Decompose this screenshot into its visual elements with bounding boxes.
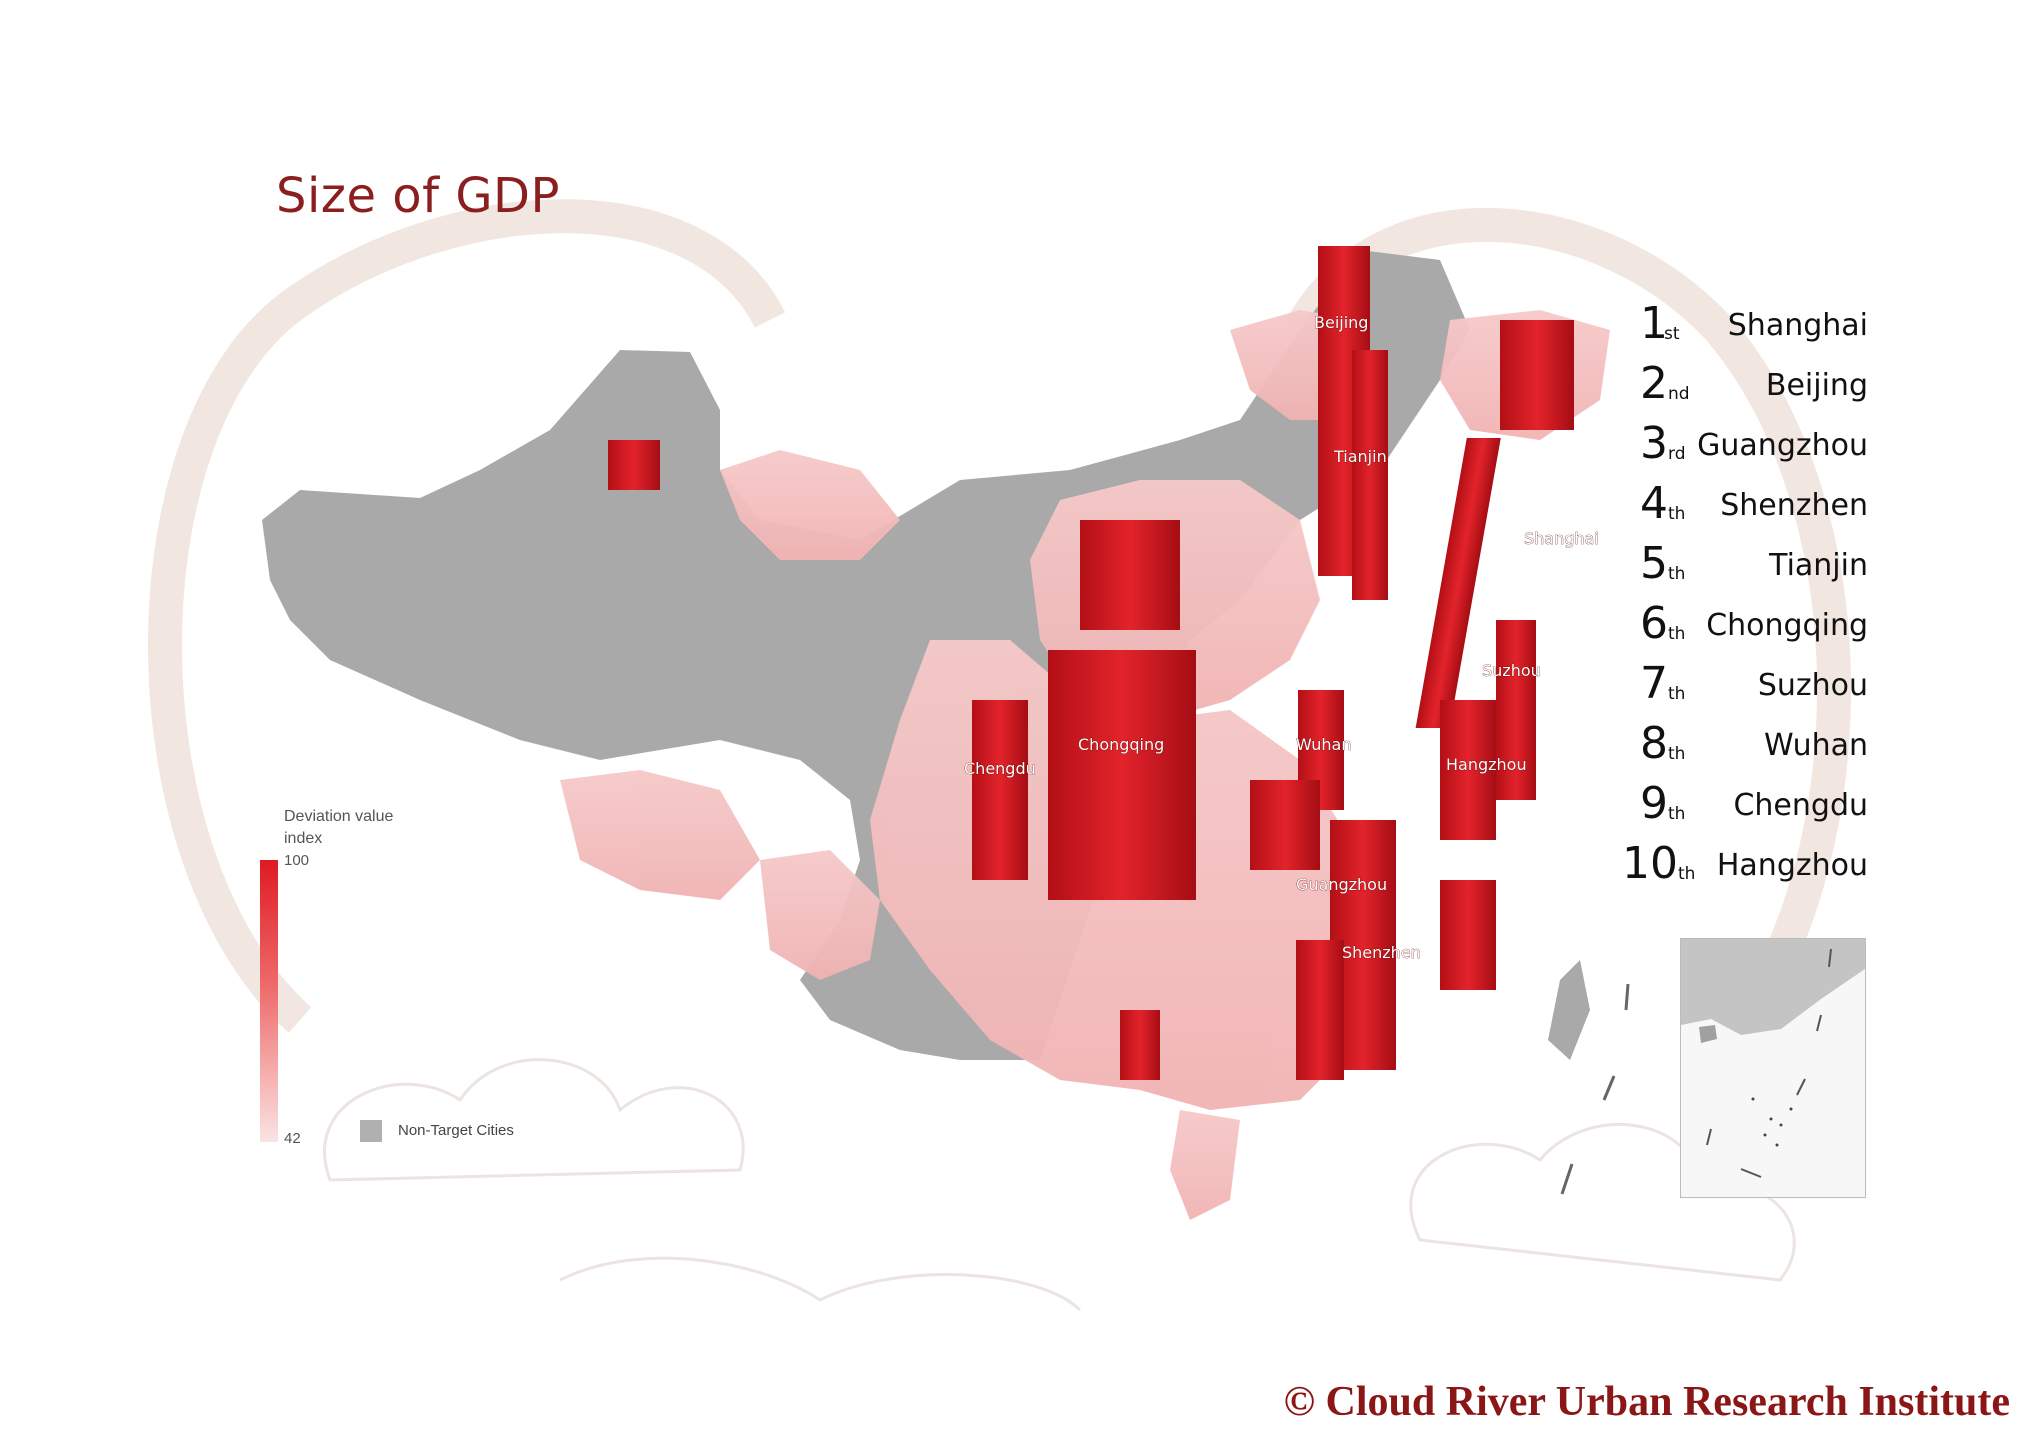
ranking-row: 2 nd Beijing <box>1640 358 1868 418</box>
non-target-land <box>262 250 1590 1060</box>
rank-number: 6 <box>1640 598 1668 649</box>
legend-max-value: 100 <box>284 852 310 869</box>
rank-suffix: th <box>1668 684 1686 704</box>
rank-number: 2 <box>1640 358 1668 409</box>
label-tianjin: Tianjin <box>1333 447 1387 466</box>
rank-city: Chongqing <box>1706 608 1868 643</box>
rank-suffix: th <box>1668 504 1686 524</box>
gdp-columns <box>608 246 1574 1080</box>
rank-city: Shenzhen <box>1720 488 1868 523</box>
rank-suffix: rd <box>1668 444 1686 464</box>
legend-color-scale <box>260 860 278 1142</box>
rank-suffix: th <box>1668 564 1686 584</box>
label-chengdu: Chengdu <box>964 759 1036 778</box>
rank-suffix: nd <box>1668 384 1690 404</box>
rank-city: Wuhan <box>1763 728 1868 763</box>
column-shanghai <box>1415 438 1501 728</box>
column-region-xinjiang <box>608 440 660 490</box>
south-china-sea-inset <box>1680 938 1866 1198</box>
rank-suffix: st <box>1664 324 1680 344</box>
map-title: Size of GDP <box>276 168 560 224</box>
rank-city: Suzhou <box>1757 668 1868 703</box>
column-hangzhou <box>1440 700 1496 840</box>
label-hangzhou: Hangzhou <box>1446 755 1527 774</box>
rank-city: Hangzhou <box>1716 848 1868 883</box>
rank-city: Beijing <box>1765 368 1868 403</box>
non-target-label: Non-Target Cities <box>398 1122 514 1139</box>
rank-number: 8 <box>1640 718 1668 769</box>
rank-suffix: th <box>1668 804 1686 824</box>
rank-suffix: th <box>1678 864 1696 884</box>
gdp-ranking-list: 1 st Shanghai 2 nd Beijing 3 rd Guangzho… <box>1622 298 1868 898</box>
label-shanghai: Shanghai <box>1524 529 1599 548</box>
column-region-east <box>1440 880 1496 990</box>
label-wuhan: Wuhan <box>1296 735 1351 754</box>
column-region-ne <box>1500 320 1574 430</box>
rank-number: 10 <box>1622 838 1678 889</box>
rank-suffix: th <box>1668 744 1686 764</box>
city-labels: Beijing Tianjin Shanghai Suzhou Hangzhou… <box>964 313 1599 963</box>
column-region-south <box>1120 1010 1160 1080</box>
column-chengdu <box>972 700 1028 880</box>
rank-city: Chengdu <box>1733 788 1868 823</box>
rank-city: Tianjin <box>1769 548 1868 583</box>
label-suzhou: Suzhou <box>1482 661 1541 680</box>
rank-number: 4 <box>1640 478 1668 529</box>
copyright-notice: © Cloud River Urban Research Institute <box>1283 1379 2010 1425</box>
label-guangzhou: Guangzhou <box>1296 875 1387 894</box>
column-tianjin <box>1352 350 1388 600</box>
ranking-row: 5 th Tianjin <box>1640 538 1868 598</box>
ranking-row: 4 th Shenzhen <box>1640 478 1868 538</box>
column-region-hebei <box>1080 520 1180 630</box>
label-beijing: Beijing <box>1314 313 1368 332</box>
non-target-swatch <box>360 1120 382 1142</box>
column-shenzhen <box>1296 940 1344 1080</box>
rank-number: 5 <box>1640 538 1668 589</box>
ranking-row: 6 th Chongqing <box>1640 598 1868 658</box>
column-region-central <box>1250 780 1320 870</box>
rank-city: Shanghai <box>1727 308 1868 343</box>
ranking-row: 1 st Shanghai <box>1640 298 1868 358</box>
rank-number: 9 <box>1640 778 1668 829</box>
inset-map <box>1681 939 1865 1178</box>
ranking-row: 10 th Hangzhou <box>1622 838 1868 898</box>
decorative-dragon-outline <box>148 199 1851 1092</box>
legend-min-value: 42 <box>284 1130 301 1147</box>
rank-city: Guangzhou <box>1697 428 1868 463</box>
rank-number: 7 <box>1640 658 1668 709</box>
rank-number: 1 <box>1640 298 1668 349</box>
ranking-row: 9 th Chengdu <box>1640 778 1868 838</box>
legend-title: Deviation value index <box>284 808 394 847</box>
label-chongqing: Chongqing <box>1078 735 1164 754</box>
rank-number: 3 <box>1640 418 1668 469</box>
column-chongqing <box>1048 650 1196 900</box>
nine-dash-line <box>1560 983 1630 1195</box>
ranking-row: 8 th Wuhan <box>1640 718 1868 778</box>
ranking-row: 7 th Suzhou <box>1640 658 1868 718</box>
column-suzhou <box>1496 620 1536 800</box>
label-shenzhen: Shenzhen <box>1342 943 1421 962</box>
decorative-cloud-outline <box>323 1058 1796 1312</box>
ranking-row: 3 rd Guangzhou <box>1640 418 1868 478</box>
rank-suffix: th <box>1668 624 1686 644</box>
